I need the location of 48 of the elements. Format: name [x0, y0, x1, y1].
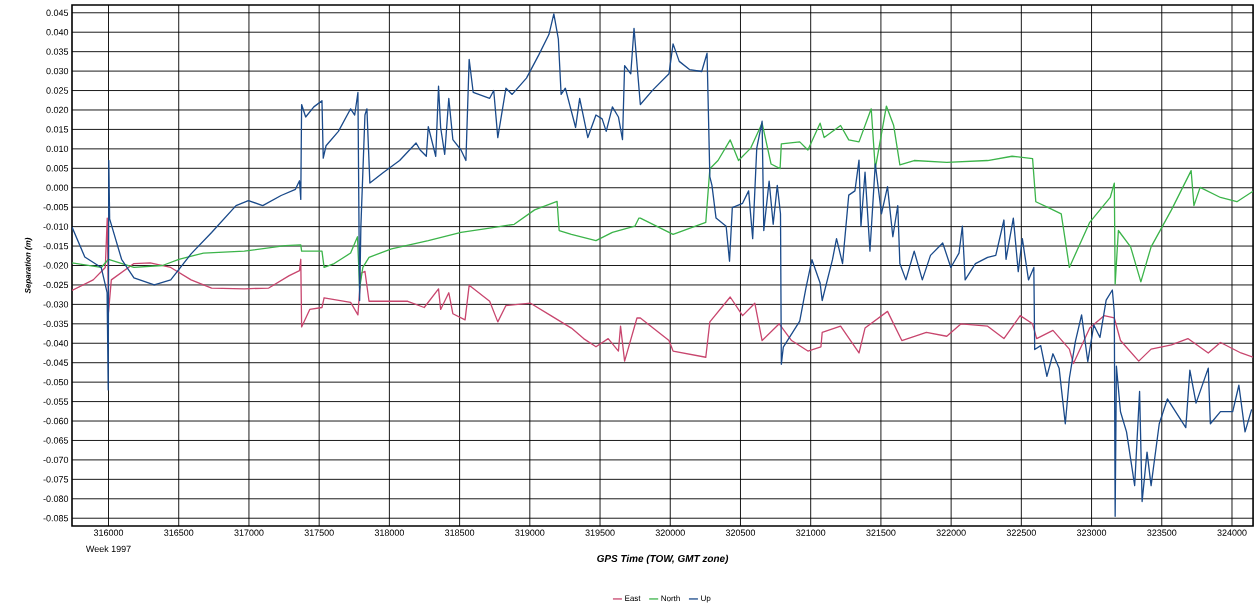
x-tick-label: 319000	[515, 529, 545, 536]
x-tick-label: 318500	[444, 529, 475, 536]
y-tick-label: -0.035	[43, 320, 69, 327]
x-tick-label: 321500	[866, 529, 896, 536]
y-tick-label: -0.085	[43, 515, 69, 522]
y-tick-label: 0.005	[46, 165, 69, 172]
y-tick-label: -0.045	[43, 359, 69, 366]
line-series	[72, 217, 1254, 365]
y-tick-label: -0.070	[43, 456, 69, 464]
y-tick-label: -0.020	[43, 262, 69, 269]
x-tick-label: 320500	[725, 529, 756, 536]
x-tick-label: 321000	[796, 529, 826, 536]
y-tick-label: 0.040	[46, 29, 69, 36]
y-tick-label: 0.015	[46, 126, 69, 133]
y-tick-label: -0.060	[43, 417, 69, 425]
y-tick-label: -0.030	[43, 301, 69, 308]
y-tick-label: 0.035	[46, 48, 69, 55]
line-series	[72, 105, 1254, 289]
y-tick-label: -0.065	[43, 437, 69, 444]
x-tick-label: 322000	[936, 529, 966, 536]
y-tick-label: -0.015	[43, 242, 69, 250]
y-tick-label: 0.025	[46, 87, 69, 94]
y-tick-label: 0.045	[46, 9, 69, 16]
x-tick-label: 319500	[585, 529, 615, 536]
y-tick-label: -0.075	[43, 476, 69, 483]
y-tick-label: 0.020	[46, 106, 69, 114]
y-tick-label: -0.080	[43, 495, 69, 502]
y-tick-label: -0.055	[43, 398, 69, 405]
x-tick-label: 317000	[234, 529, 264, 536]
text: Week 1997	[85, 545, 131, 553]
x-tick-label: 323500	[1147, 529, 1177, 536]
x-tick-label: 324000	[1217, 529, 1247, 536]
y-tick-label: -0.010	[43, 223, 69, 230]
y-tick-label: -0.025	[43, 281, 69, 289]
x-tick-label: 316000	[93, 529, 124, 536]
x-tick-label: 317500	[304, 529, 334, 536]
y-tick-label: -0.005	[43, 204, 69, 211]
y-tick-label: 0.000	[46, 184, 69, 191]
x-tick-label: 322500	[1006, 529, 1036, 536]
y-tick-label: -0.040	[43, 340, 69, 347]
x-tick-label: 320000	[655, 529, 685, 536]
y-tick-label: 0.010	[46, 145, 69, 153]
x-tick-label: 318000	[374, 529, 404, 536]
x-axis-title: GPS Time (TOW, GMT zone)	[597, 554, 729, 564]
x-tick-label: 316500	[164, 529, 194, 536]
x-tick-label: 323000	[1076, 529, 1107, 536]
y-tick-label: -0.050	[43, 378, 69, 386]
y-tick-label: 0.030	[46, 67, 69, 75]
